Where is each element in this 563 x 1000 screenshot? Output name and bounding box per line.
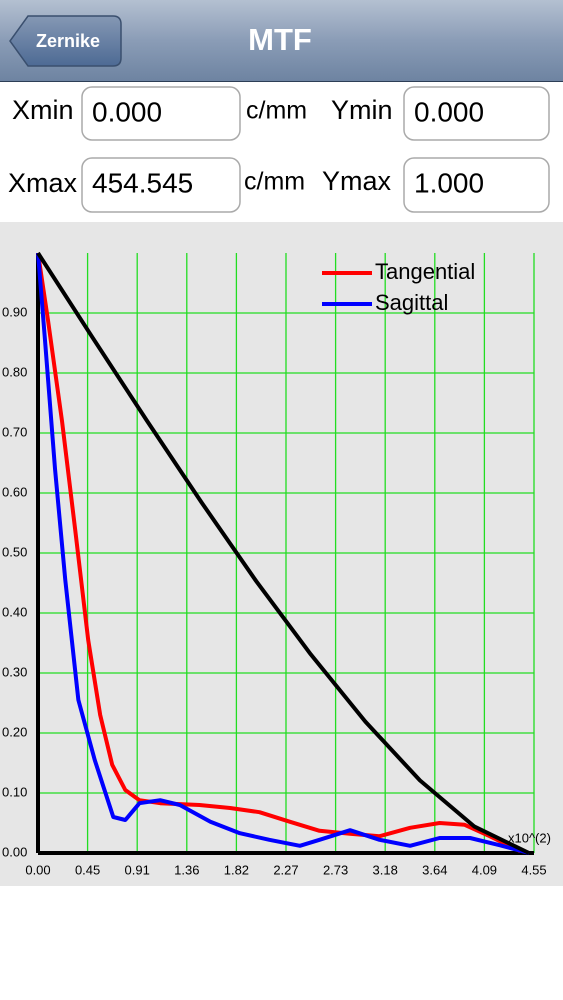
xmin-field[interactable] (81, 86, 241, 141)
y-tick-label: 0.00 (2, 844, 27, 859)
x-tick-label: 3.64 (422, 862, 447, 877)
series-line (36, 252, 522, 853)
nav-title: MTF (248, 22, 312, 57)
x-tick-label: 0.91 (125, 862, 150, 877)
y-tick-label: 0.80 (2, 364, 27, 379)
x-tick-label: 4.55 (521, 862, 546, 877)
x-tick-label: 1.82 (224, 862, 249, 877)
back-button-shape[interactable] (9, 15, 122, 67)
back-button[interactable]: Zernike (9, 15, 122, 67)
ymax-label: Ymax (322, 166, 392, 196)
y-tick-label: 0.20 (2, 724, 27, 739)
x-tick-label: 1.36 (174, 862, 199, 877)
legend-label: Tangential (375, 259, 475, 284)
y-tick-label: 0.40 (2, 604, 27, 619)
y-tick-label: 0.30 (2, 664, 27, 679)
chart-background (0, 222, 563, 886)
x-tick-label: 2.73 (323, 862, 348, 877)
ymax-value[interactable]: 1.000 (414, 167, 484, 198)
x-unit-label: x10^(2) (508, 830, 551, 845)
xmax-field[interactable] (81, 157, 241, 213)
ymin-value[interactable]: 0.000 (414, 96, 484, 127)
ymax-field[interactable] (403, 157, 550, 213)
chart: 0.00 0.45 0.91 1.36 1.82 2.27 2.73 3.18 3.64 4.09… (2, 251, 551, 877)
legend-label: Sagittal (375, 290, 448, 315)
x-tick-label: 2.27 (273, 862, 298, 877)
y-tick-label: 0.90 (2, 304, 27, 319)
xmax-unit: c/mm (244, 168, 305, 196)
series-line (36, 252, 530, 855)
xmin-value[interactable]: 0.000 (92, 96, 162, 127)
x-tick-label: 0.00 (25, 862, 50, 877)
x-tick-label: 0.45 (75, 862, 100, 877)
xmin-label: Xmin (12, 95, 74, 125)
xmax-label: Xmax (8, 168, 78, 198)
ymin-field[interactable] (403, 86, 550, 141)
series-line (36, 251, 530, 855)
y-tick-label: 0.50 (2, 544, 27, 559)
back-button-label[interactable]: Zernike (36, 31, 100, 51)
y-tick-label: 0.60 (2, 484, 27, 499)
ymin-label: Ymin (331, 95, 393, 125)
y-tick-label: 0.70 (2, 424, 27, 439)
xmax-value[interactable]: 454.545 (92, 167, 193, 198)
x-tick-label: 4.09 (472, 862, 497, 877)
xmin-unit: c/mm (246, 97, 307, 125)
y-tick-label: 0.10 (2, 784, 27, 799)
x-tick-label: 3.18 (373, 862, 398, 877)
